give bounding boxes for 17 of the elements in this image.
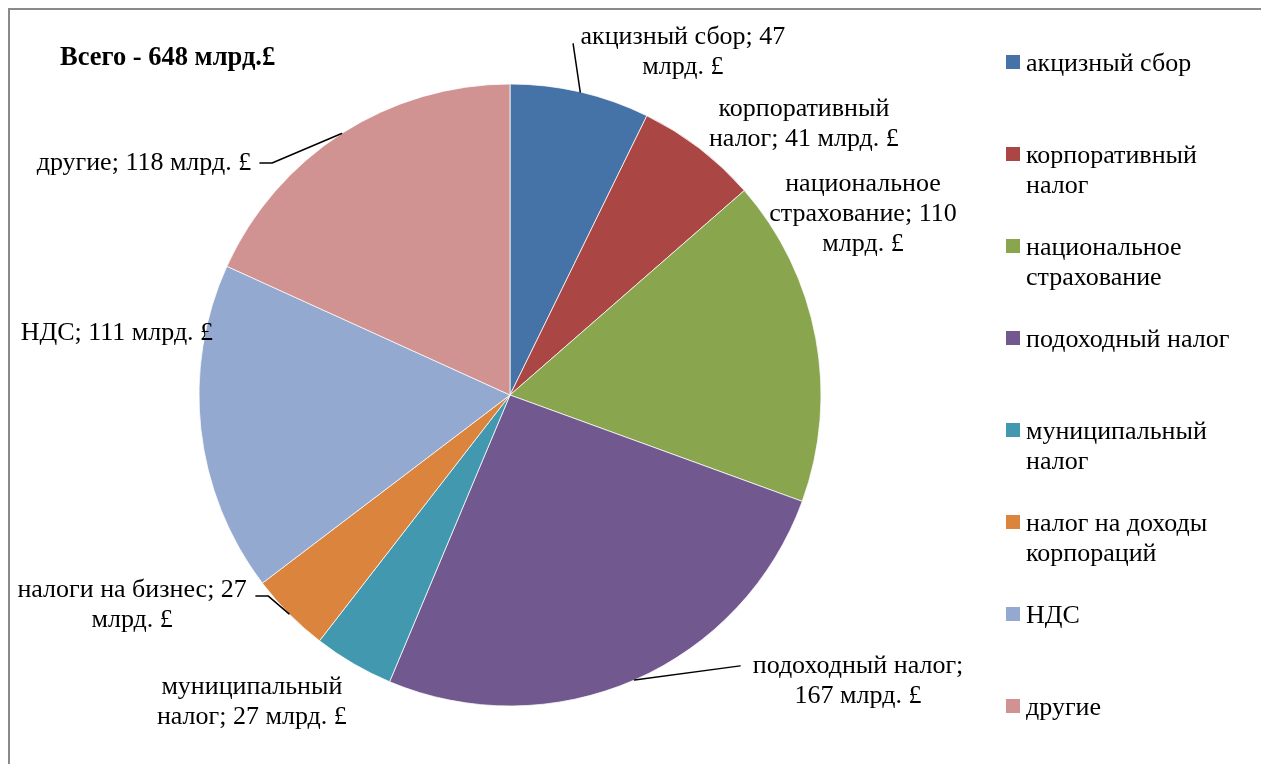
legend-label: муниципальный налог bbox=[1026, 416, 1208, 476]
legend-label: НДС bbox=[1026, 600, 1081, 630]
data-label: НДС; 111 млрд. £ bbox=[20, 316, 214, 346]
legend-label: другие bbox=[1026, 692, 1102, 722]
data-label: подоходный налог; 167 млрд. £ bbox=[752, 649, 964, 709]
data-label: национальное страхование; 110 млрд. £ bbox=[769, 167, 957, 257]
legend-label: корпоративный налог bbox=[1026, 140, 1198, 200]
legend-label: национальное страхование bbox=[1026, 232, 1183, 292]
legend-label: акцизный сбор bbox=[1026, 48, 1193, 78]
text: Всего - 648 млрд.£ bbox=[60, 41, 276, 71]
data-label: корпоративный налог; 41 млрд. £ bbox=[708, 92, 899, 152]
data-label: другие; 118 млрд. £ bbox=[36, 146, 252, 176]
legend-label: подоходный налог bbox=[1026, 324, 1231, 354]
data-label: акцизный сбор; 47 млрд. £ bbox=[580, 20, 786, 80]
data-label: налоги на бизнес; 27 млрд. £ bbox=[17, 573, 247, 633]
legend-label: налог на доходы корпораций bbox=[1026, 508, 1209, 568]
data-label: муниципальный налог; 27 млрд. £ bbox=[156, 670, 347, 730]
